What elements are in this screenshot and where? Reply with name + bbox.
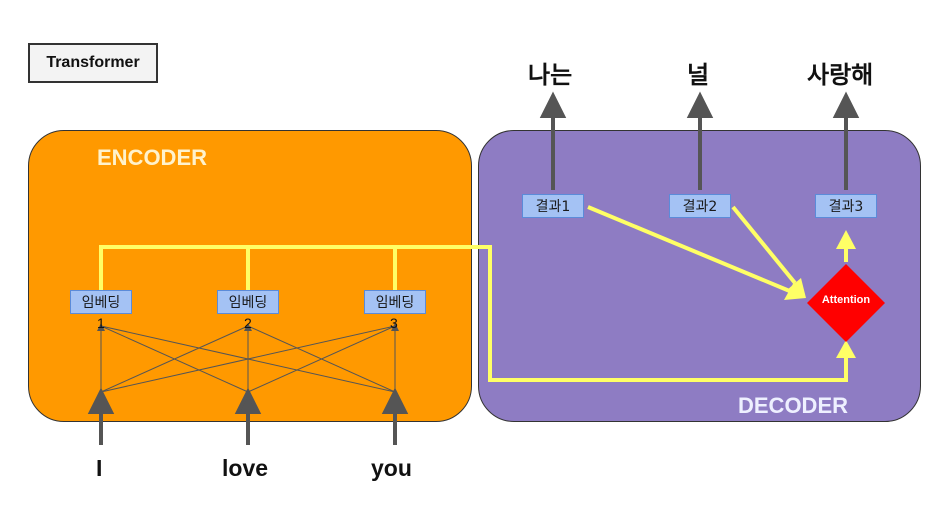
embedding-number-3: 3	[390, 315, 398, 331]
decoder-label: DECODER	[738, 393, 849, 418]
encoder-to-attention-path	[99, 245, 848, 382]
input-word-1: I	[96, 455, 103, 481]
diagram-title: Transformer	[28, 43, 158, 83]
output-word-2: 널	[687, 61, 710, 89]
result-box-3: 결과3	[815, 194, 877, 218]
embedding-box-2: 임베딩	[217, 290, 279, 314]
arrowhead-to-result3	[836, 230, 856, 249]
output-arrows	[539, 91, 860, 190]
embedding-box-1: 임베딩	[70, 290, 132, 314]
attention-label: Attention	[821, 294, 871, 306]
embedding-number-1: 1	[97, 315, 105, 331]
arrowhead-result2	[787, 278, 806, 298]
input-word-2: love	[222, 455, 269, 481]
encoder-label: ENCODER	[97, 145, 208, 170]
attention-input-arrowhead	[836, 340, 856, 358]
embedding-box-3: 임베딩	[364, 290, 426, 314]
input-arrows	[87, 387, 409, 445]
embedding-number-2: 2	[244, 315, 252, 331]
input-word-3: you	[371, 455, 412, 481]
result-to-attention-arrows	[587, 205, 848, 294]
result-box-1: 결과1	[522, 194, 584, 218]
attention-diamond	[807, 264, 885, 342]
output-word-1: 나는	[528, 61, 573, 89]
output-word-3: 사랑해	[807, 61, 874, 89]
cross-connections	[97, 323, 399, 393]
result-box-2: 결과2	[669, 194, 731, 218]
